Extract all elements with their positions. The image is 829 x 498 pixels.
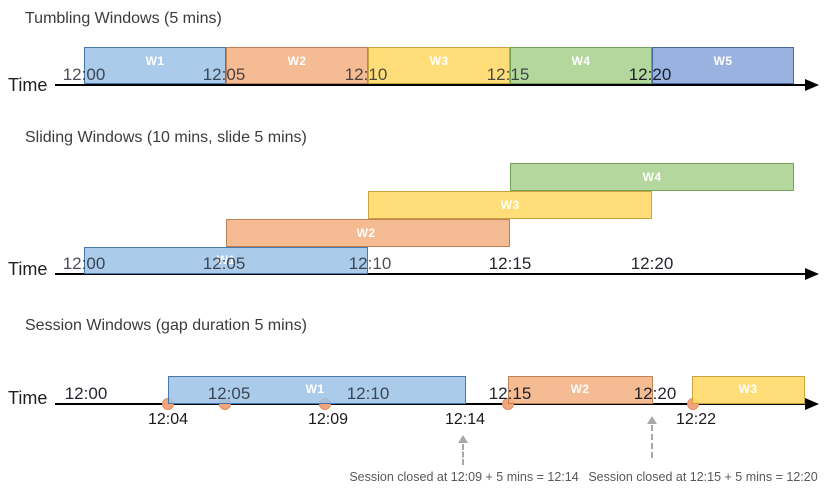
session-window-w1-label: W1 [305, 382, 325, 396]
tumbling-tick-1220: 12:20 [628, 65, 672, 84]
session-event-label-1214: 12:14 [444, 411, 486, 428]
sliding-window-w3-label: W3 [500, 198, 520, 212]
tumbling-window-w4-label: W4 [571, 54, 591, 68]
tumbling-window-w2 [226, 47, 368, 84]
sliding-time-axis-label: Time [8, 259, 48, 279]
session-window-w2 [508, 376, 653, 404]
sliding-window-w1 [84, 247, 368, 274]
session-tick-1210: 12:10 [346, 384, 390, 403]
tumbling-window-w1 [84, 47, 226, 84]
session-window-w2-label: W2 [570, 382, 590, 396]
tumbling-tick-1205: 12:05 [202, 65, 246, 84]
session-time-axis [55, 403, 805, 405]
session-event-label-1204: 12:04 [147, 411, 189, 428]
session-window-w3-label: W3 [738, 382, 758, 396]
session-window-w3 [692, 376, 805, 404]
sliding-axis-arrowhead-icon [805, 268, 819, 280]
tumbling-window-w2-label: W2 [287, 54, 307, 68]
tumbling-window-w3-label: W3 [429, 54, 449, 68]
tumbling-tick-1210: 12:10 [344, 65, 388, 84]
tumbling-time-axis-label: Time [8, 75, 48, 95]
sliding-time-axis [55, 273, 805, 275]
session-tick-1215: 12:15 [488, 384, 532, 403]
session-tick-1220: 12:20 [633, 384, 677, 403]
annotation-arrow-line-2 [651, 425, 653, 458]
sliding-tick-1200: 12:00 [62, 254, 106, 273]
session-window-w1 [168, 376, 466, 404]
sliding-title: Sliding Windows (10 mins, slide 5 mins) [25, 129, 307, 146]
tumbling-window-w5 [652, 47, 794, 84]
sliding-window-w1-label: W1 [216, 253, 236, 267]
sliding-window-w4-label: W4 [642, 170, 662, 184]
tumbling-window-w4 [510, 47, 652, 84]
tumbling-window-w5-label: W5 [713, 54, 733, 68]
session-tick-1200: 12:00 [64, 384, 108, 403]
session-event-label-1222: 12:22 [675, 411, 717, 428]
session-annotation-1: Session closed at 12:09 + 5 mins = 12:14 [349, 470, 579, 484]
sliding-window-w3 [368, 191, 652, 219]
session-axis-arrowhead-icon [805, 398, 819, 410]
tumbling-window-w1-label: W1 [145, 54, 165, 68]
tumbling-tick-1200: 12:00 [62, 65, 106, 84]
tumbling-time-axis [55, 84, 805, 86]
session-event-label-1209: 12:09 [307, 411, 349, 428]
sliding-window-w2-label: W2 [356, 226, 376, 240]
session-tick-1205: 12:05 [207, 384, 251, 403]
annotation-arrow-up-icon-2 [647, 416, 657, 424]
tumbling-window-w3 [368, 47, 510, 84]
session-time-axis-label: Time [8, 388, 48, 408]
tumbling-title: Tumbling Windows (5 mins) [25, 10, 222, 27]
sliding-tick-1210: 12:10 [348, 254, 392, 273]
session-annotation-2: Session closed at 12:15 + 5 mins = 12:20 [588, 470, 818, 484]
sliding-tick-1215: 12:15 [488, 254, 532, 273]
session-title: Session Windows (gap duration 5 mins) [25, 317, 307, 334]
tumbling-axis-arrowhead-icon [805, 79, 819, 91]
annotation-arrow-line-1 [462, 444, 464, 465]
sliding-window-w4 [510, 163, 794, 191]
tumbling-tick-1215: 12:15 [486, 65, 530, 84]
sliding-window-w2 [226, 219, 510, 247]
annotation-arrow-up-icon-1 [458, 435, 468, 443]
sliding-tick-1220: 12:20 [630, 254, 674, 273]
sliding-tick-1205: 12:05 [202, 254, 246, 273]
